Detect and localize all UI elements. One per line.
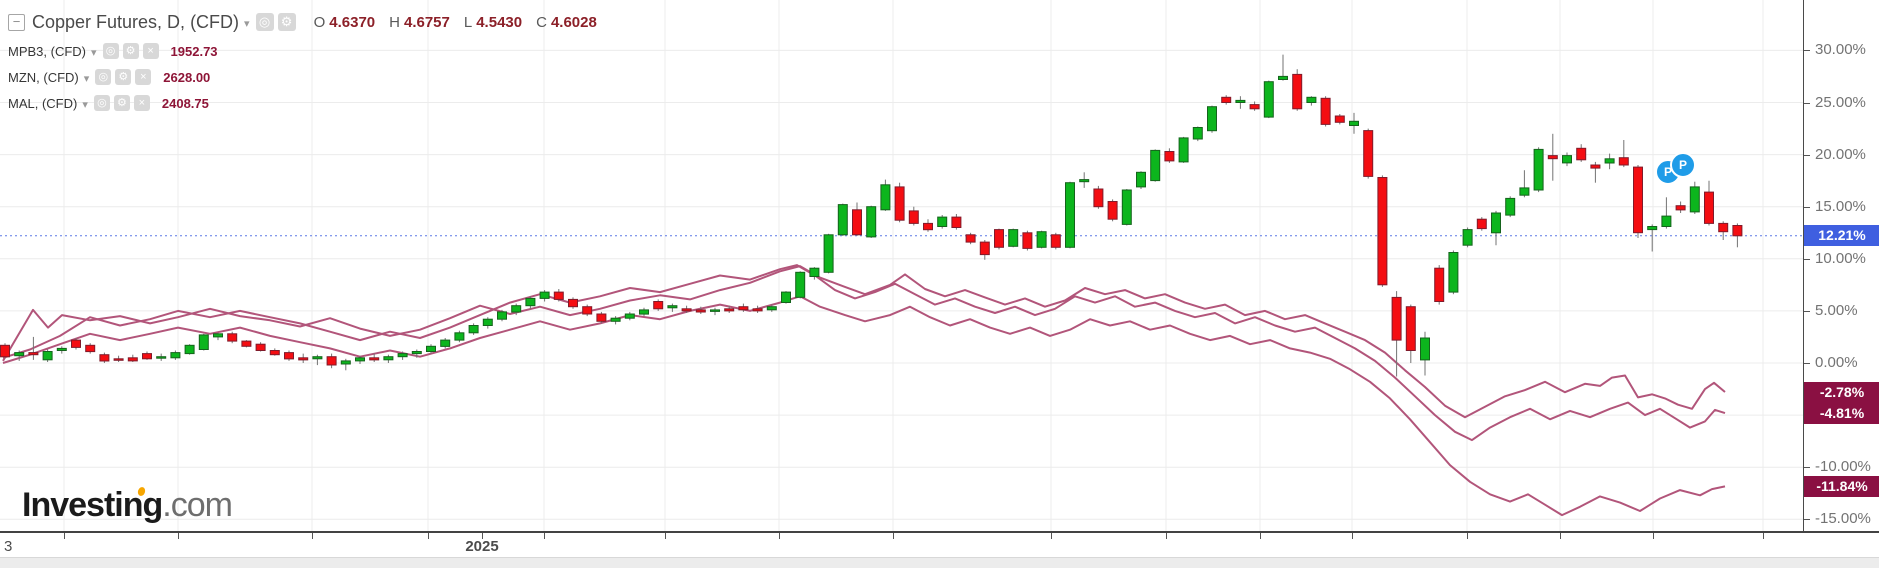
compare-line-mal <box>2 295 1726 517</box>
position-marker-icon[interactable]: P <box>1670 152 1696 178</box>
series-name-mal[interactable]: MAL, (CFD) <box>8 95 78 111</box>
chevron-down-icon[interactable]: ▾ <box>82 98 88 111</box>
chevron-down-icon[interactable]: ▾ <box>244 17 250 30</box>
gear-icon[interactable]: ⚙ <box>113 95 130 111</box>
chevron-down-icon[interactable]: ▾ <box>91 46 97 59</box>
gear-icon[interactable]: ⚙ <box>122 43 139 59</box>
compare-line-mzn <box>2 264 1726 442</box>
axis-tick-label: -10.00% <box>1815 458 1871 476</box>
axis-tick <box>779 533 780 539</box>
axis-tick-label: 25.00% <box>1815 93 1866 111</box>
candles-layer <box>0 54 1743 377</box>
time-axis-label: 3 <box>4 538 13 555</box>
axis-tick-label: 30.00% <box>1815 41 1866 59</box>
axis-tick <box>665 533 666 539</box>
axis-tick-label: 0.00% <box>1815 354 1858 371</box>
collapse-legend-button[interactable]: − <box>8 13 25 31</box>
axis-tick-label: 15.00% <box>1815 197 1866 215</box>
axis-tick-label: 5.00% <box>1815 301 1858 319</box>
axis-tick <box>1804 154 1810 156</box>
series-price-badge-mal: -11.84% <box>1804 475 1879 497</box>
close-label: C <box>536 13 547 31</box>
axis-tick <box>544 533 545 539</box>
axis-tick <box>1260 533 1261 539</box>
series-price-badge-mpb3: -2.78% <box>1804 381 1879 403</box>
series-value-mzn: 2628.00 <box>163 69 211 85</box>
open-value: 4.6370 <box>329 13 376 31</box>
axis-tick <box>1352 533 1353 539</box>
compare-series-row-mal: MAL, (CFD) ▾ ◎ ⚙ × 2408.75 <box>8 90 597 116</box>
gear-icon[interactable]: ⚙ <box>115 69 132 85</box>
compare-line-mpb3 <box>2 265 1726 419</box>
ohlc-readout: O 4.6370 H 4.6757 L 4.5430 C 4.6028 <box>314 14 597 31</box>
axis-tick <box>1804 258 1810 260</box>
axis-tick <box>312 533 313 539</box>
axis-tick <box>1804 50 1810 52</box>
time-axis-label: 2025 <box>465 538 499 555</box>
series-value-mpb3: 1952.73 <box>170 43 218 59</box>
high-value: 4.6757 <box>403 13 450 31</box>
close-icon[interactable]: × <box>135 69 152 85</box>
axis-tick <box>178 533 179 539</box>
axis-tick-label: -15.00% <box>1815 510 1871 528</box>
close-icon[interactable]: × <box>142 43 159 59</box>
last-price-badge: 12.21% <box>1804 225 1879 247</box>
series-value-mal: 2408.75 <box>161 95 209 111</box>
gear-icon[interactable]: ⚙ <box>277 13 296 31</box>
close-value: 4.6028 <box>550 13 597 31</box>
watermark-brand: Investing <box>22 486 163 524</box>
compare-lines-layer <box>2 264 1726 517</box>
series-name-mpb3[interactable]: MPB3, (CFD) <box>8 43 86 59</box>
axis-tick <box>893 533 894 539</box>
axis-tick <box>1804 467 1810 469</box>
axis-tick <box>1166 533 1167 539</box>
axis-tick <box>1804 363 1810 364</box>
price-axis[interactable]: 30.00% 25.00% 20.00% 15.00% 10.00% 5.00% 0.00%… <box>1803 0 1879 532</box>
low-label: L <box>463 13 473 31</box>
low-value: 4.5430 <box>476 13 523 31</box>
axis-tick-label: 10.00% <box>1815 249 1866 267</box>
bullseye-icon[interactable]: ◎ <box>93 95 110 111</box>
chart-legend: − Copper Futures, D, (CFD) ▾ ◎ ⚙ O 4.637… <box>8 6 597 116</box>
axis-tick <box>1653 533 1654 539</box>
bullseye-icon[interactable]: ◎ <box>95 69 112 85</box>
main-symbol-row: − Copper Futures, D, (CFD) ▾ ◎ ⚙ O 4.637… <box>8 6 597 38</box>
high-label: H <box>389 13 400 31</box>
time-axis[interactable]: 3 2025 <box>0 531 1879 558</box>
axis-tick <box>1051 533 1052 539</box>
price-chart-canvas[interactable] <box>0 0 1803 532</box>
series-name-mzn[interactable]: MZN, (CFD) <box>8 69 79 85</box>
axis-tick <box>1804 102 1810 104</box>
series-price-badge-mzn: -4.81% <box>1804 402 1879 424</box>
axis-tick <box>482 533 483 539</box>
compare-series-row-mzn: MZN, (CFD) ▾ ◎ ⚙ × 2628.00 <box>8 64 597 90</box>
axis-tick <box>1763 533 1764 539</box>
axis-tick <box>1804 206 1810 208</box>
axis-tick <box>1467 533 1468 539</box>
chevron-down-icon[interactable]: ▾ <box>83 72 90 85</box>
axis-tick <box>1804 519 1810 521</box>
bottom-strip <box>0 557 1879 568</box>
symbol-title[interactable]: Copper Futures, D, (CFD) <box>32 11 240 32</box>
axis-tick <box>428 533 429 539</box>
axis-tick-label: 20.00% <box>1815 145 1866 163</box>
compare-series-row-mpb3: MPB3, (CFD) ▾ ◎ ⚙ × 1952.73 <box>8 38 597 64</box>
close-icon[interactable]: × <box>133 95 150 111</box>
axis-tick <box>1804 310 1810 312</box>
open-label: O <box>313 13 326 31</box>
bullseye-icon[interactable]: ◎ <box>102 43 119 59</box>
axis-tick <box>1560 533 1561 539</box>
watermark-suffix: .com <box>162 486 233 524</box>
investing-watermark: Investing .com <box>22 486 233 525</box>
bullseye-icon[interactable]: ◎ <box>255 13 274 31</box>
axis-tick <box>64 533 65 539</box>
